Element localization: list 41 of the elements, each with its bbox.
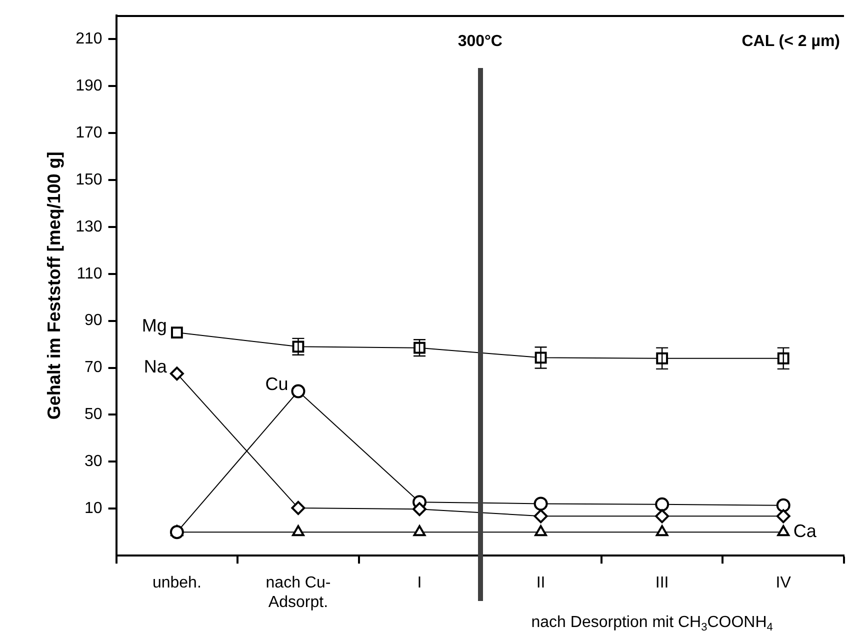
point: [776, 509, 790, 524]
y-tick-label: 130: [76, 218, 102, 236]
y-tick-label: 110: [76, 265, 102, 282]
series-label: Ca: [793, 521, 818, 542]
y-tick-label: 190: [76, 77, 102, 94]
point: [534, 525, 547, 536]
y-tick-label: 10: [84, 500, 102, 518]
point: [777, 525, 790, 536]
y-tick-label: 90: [84, 312, 102, 330]
legend-label: Na: [144, 356, 168, 377]
point: [655, 497, 670, 512]
y-tick-label: 30: [84, 453, 102, 470]
x-tick-label: III: [655, 574, 669, 592]
point: [291, 384, 306, 398]
y-tick-label: 210: [76, 30, 102, 48]
point: [170, 326, 183, 339]
point: [776, 498, 790, 512]
point: [655, 509, 670, 524]
point: [292, 525, 304, 536]
point: [291, 500, 306, 515]
y-tick-label: 170: [76, 124, 102, 142]
point: [413, 525, 426, 536]
x-tick-label: nach Cu- Adsorpt.: [266, 574, 331, 611]
point: [170, 525, 184, 540]
y-axis-title: Gehalt im Feststoff [meq/100 g]: [44, 152, 64, 420]
point: [412, 502, 427, 516]
annotation: 300°C: [458, 33, 503, 50]
x-tick-label: IV: [776, 574, 792, 592]
x-tick-label: I: [417, 574, 422, 592]
text: CAL (< 2 µm): [742, 33, 840, 50]
legend-label: Mg: [142, 316, 167, 336]
point: [534, 509, 548, 524]
point: [170, 366, 184, 381]
series-label: Cu: [265, 374, 288, 394]
x-tick-label: II: [536, 574, 546, 592]
point: [656, 525, 668, 536]
point: [534, 496, 548, 511]
y-tick-label: 150: [76, 171, 102, 188]
y-tick-label: 70: [84, 359, 102, 376]
x-tick-label: unbeh.: [152, 574, 202, 592]
y-tick-label: 50: [84, 406, 102, 424]
